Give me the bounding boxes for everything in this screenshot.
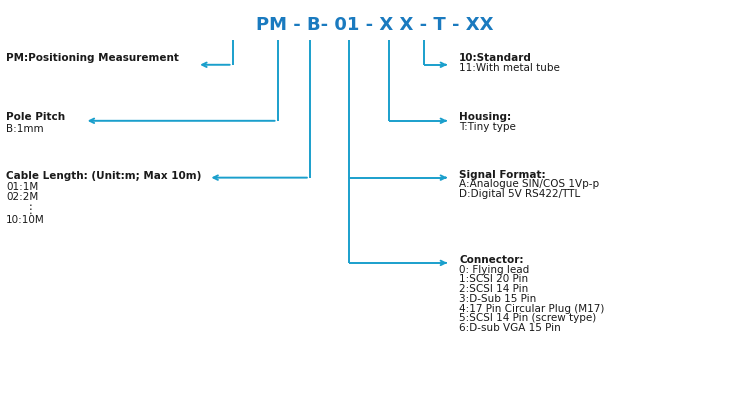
- Text: Housing:: Housing:: [459, 111, 512, 122]
- Text: 01:1M: 01:1M: [6, 181, 38, 192]
- Text: 3:D-Sub 15 Pin: 3:D-Sub 15 Pin: [459, 293, 536, 303]
- Text: Cable Length: (Unit:m; Max 10m): Cable Length: (Unit:m; Max 10m): [6, 171, 201, 181]
- Text: 02:2M: 02:2M: [6, 191, 38, 201]
- Text: 11:With metal tube: 11:With metal tube: [459, 63, 560, 73]
- Text: Signal Format:: Signal Format:: [459, 169, 545, 179]
- Text: Connector:: Connector:: [459, 254, 524, 264]
- Text: D:Digital 5V RS422/TTL: D:Digital 5V RS422/TTL: [459, 189, 580, 199]
- Text: 10:10M: 10:10M: [6, 215, 45, 225]
- Text: PM:Positioning Measurement: PM:Positioning Measurement: [6, 53, 178, 63]
- Text: 0: Flying lead: 0: Flying lead: [459, 264, 530, 274]
- Text: 1:SCSI 20 Pin: 1:SCSI 20 Pin: [459, 274, 528, 284]
- Text: 4:17 Pin Circular Plug (M17): 4:17 Pin Circular Plug (M17): [459, 303, 604, 313]
- Text: 10:Standard: 10:Standard: [459, 53, 532, 63]
- Text: 2:SCSI 14 Pin: 2:SCSI 14 Pin: [459, 284, 528, 294]
- Text: A:Analogue SIN/COS 1Vp-p: A:Analogue SIN/COS 1Vp-p: [459, 179, 599, 189]
- Text: 6:D-sub VGA 15 Pin: 6:D-sub VGA 15 Pin: [459, 322, 561, 333]
- Text: 5:SCSI 14 Pin (screw type): 5:SCSI 14 Pin (screw type): [459, 313, 596, 323]
- Text: T:Tiny type: T:Tiny type: [459, 122, 516, 132]
- Text: PM - B- 01 - X X - T - XX: PM - B- 01 - X X - T - XX: [256, 16, 494, 34]
- Text: Pole Pitch: Pole Pitch: [6, 111, 65, 122]
- Text: ⋮: ⋮: [25, 202, 37, 215]
- Text: B:1mm: B:1mm: [6, 124, 44, 134]
